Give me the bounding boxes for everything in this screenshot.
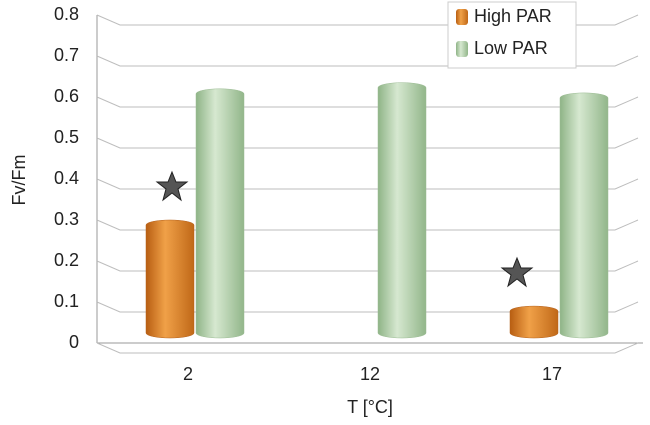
y-tick-label: 0.4 [54, 168, 79, 188]
grid-line [96, 14, 639, 26]
y-tick-label: 0.1 [54, 291, 79, 311]
grid-line [96, 219, 639, 231]
y-tick-label: 0.5 [54, 127, 79, 147]
y-tick-label: 0.6 [54, 86, 79, 106]
x-tick-label: 17 [542, 364, 562, 384]
grid-line [96, 55, 639, 67]
y-tick-label: 0.3 [54, 209, 79, 229]
grid-line [96, 301, 639, 313]
significance-star [500, 256, 534, 288]
bar [145, 219, 195, 339]
legend-swatch [456, 41, 468, 57]
legend-swatch [456, 9, 468, 25]
grid-line [96, 137, 639, 149]
legend-label: High PAR [474, 6, 552, 26]
y-tick-label: 0.2 [54, 250, 79, 270]
plot [96, 14, 639, 354]
bar [195, 88, 245, 339]
grid-line [96, 96, 639, 108]
y-axis-title: Fv/Fm [9, 155, 29, 206]
y-tick-label: 0.8 [54, 4, 79, 24]
bar [509, 305, 559, 339]
legend-label: Low PAR [474, 38, 548, 58]
grid-line [96, 260, 639, 272]
bar [377, 82, 427, 339]
x-axis-title: T [°C] [347, 397, 393, 417]
grid-line [96, 178, 639, 190]
x-tick-label: 12 [360, 364, 380, 384]
x-tick-label: 2 [183, 364, 193, 384]
y-tick-label: 0 [69, 332, 79, 352]
bar [559, 92, 609, 339]
y-tick-label: 0.7 [54, 45, 79, 65]
grid-line [96, 342, 639, 354]
legend [447, 1, 577, 69]
significance-star [155, 170, 189, 202]
